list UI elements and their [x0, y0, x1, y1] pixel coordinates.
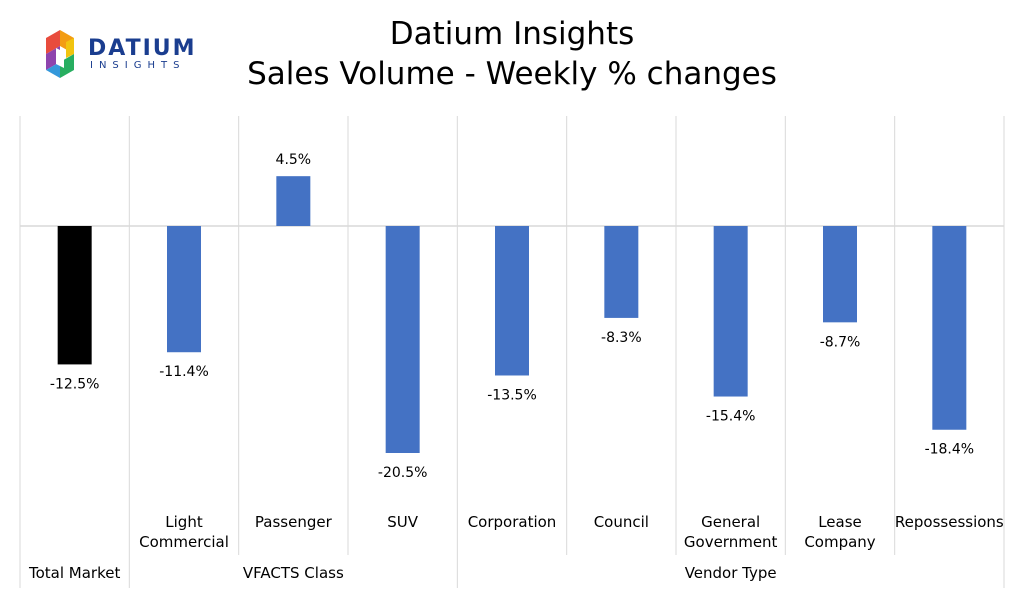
group-label: Vendor Type: [685, 564, 777, 582]
category-label: SUV: [387, 513, 419, 531]
bar: [604, 226, 639, 318]
group-label: Total Market: [28, 564, 120, 582]
bar: [932, 226, 967, 430]
category-label: Repossessions: [895, 513, 1004, 531]
group-label: VFACTS Class: [243, 564, 344, 582]
data-label: 4.5%: [276, 152, 312, 168]
bar: [385, 226, 420, 453]
chart-title: Datium Insights: [389, 16, 635, 52]
category-label: Council: [594, 513, 649, 531]
data-label: -12.5%: [50, 376, 100, 392]
data-label: -15.4%: [706, 409, 756, 425]
category-label: Corporation: [468, 513, 557, 531]
category-label: Passenger: [255, 513, 333, 531]
data-label: -8.7%: [820, 334, 861, 350]
category-label: Light: [165, 513, 203, 531]
bar: [823, 226, 857, 323]
bar: [495, 226, 529, 376]
category-label: Lease: [818, 513, 862, 531]
logo-tagline-text: INSIGHTS: [90, 60, 186, 71]
data-label: -13.5%: [487, 387, 537, 403]
data-label: -20.5%: [378, 465, 428, 481]
datium-logo: DATIUM INSIGHTS: [38, 26, 195, 82]
bar: [57, 226, 92, 365]
data-label: -8.3%: [601, 330, 642, 346]
data-label: -11.4%: [159, 364, 209, 380]
chart-subtitle: Sales Volume - Weekly % changes: [247, 56, 777, 92]
category-label: Commercial: [139, 533, 229, 551]
bar: [167, 226, 201, 353]
category-label: General: [701, 513, 760, 531]
logo-brand-text: DATIUM: [88, 36, 197, 61]
bar: [276, 176, 311, 226]
category-label: Company: [804, 533, 875, 551]
category-label: Government: [684, 533, 778, 551]
data-label: -18.4%: [925, 442, 975, 458]
bar: [713, 226, 748, 397]
datium-logo-mark: [46, 30, 74, 78]
